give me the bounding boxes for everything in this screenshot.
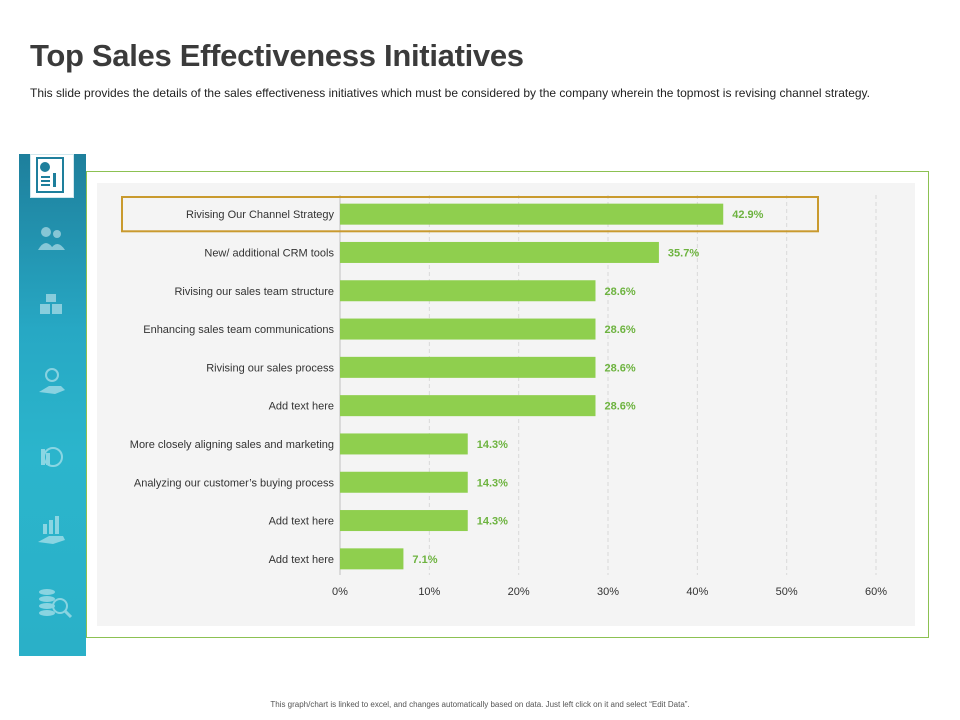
bar[interactable]: [340, 203, 724, 225]
bar[interactable]: [340, 471, 468, 493]
bar[interactable]: [340, 548, 404, 570]
idea-hand-icon: [39, 368, 65, 394]
value-label: 35.7%: [668, 247, 699, 259]
category-label: Add text here: [269, 516, 334, 528]
bar[interactable]: [340, 395, 596, 417]
x-tick-label: 30%: [597, 586, 619, 598]
value-label: 14.3%: [477, 477, 508, 489]
value-label: 28.6%: [604, 324, 635, 336]
x-tick-label: 20%: [508, 586, 530, 598]
x-tick-label: 60%: [865, 586, 887, 598]
value-label: 14.3%: [477, 516, 508, 528]
value-label: 7.1%: [412, 554, 437, 566]
x-tick-label: 0%: [332, 586, 348, 598]
category-label: New/ additional CRM tools: [204, 247, 334, 259]
category-label: Rivising our sales process: [206, 362, 334, 374]
value-label: 28.6%: [604, 362, 635, 374]
sidebar-strip: [19, 154, 86, 656]
category-label: Analyzing our customer’s buying process: [134, 477, 335, 489]
highlight-box: [121, 196, 819, 233]
bar[interactable]: [340, 356, 596, 378]
bar[interactable]: [340, 280, 596, 302]
category-label: Add text here: [269, 401, 334, 413]
coins-search-icon: [39, 589, 73, 619]
footnote: This graph/chart is linked to excel, and…: [270, 700, 690, 709]
bar[interactable]: [340, 318, 596, 340]
value-label: 28.6%: [604, 401, 635, 413]
bar[interactable]: [340, 433, 468, 455]
category-label: More closely aligning sales and marketin…: [130, 439, 334, 451]
bar[interactable]: [340, 241, 659, 263]
category-label: Enhancing sales team communications: [143, 324, 334, 336]
value-label: 14.3%: [477, 439, 508, 451]
value-label: 42.9%: [732, 209, 763, 221]
value-label: 28.6%: [604, 286, 635, 298]
bar[interactable]: [340, 510, 468, 532]
people-icon: [38, 227, 65, 250]
x-tick-label: 10%: [418, 586, 440, 598]
page-subtitle: This slide provides the details of the s…: [30, 86, 870, 100]
page-title: Top Sales Effectiveness Initiatives: [30, 38, 524, 73]
category-label: Rivising Our Channel Strategy: [186, 209, 334, 221]
growth-hand-icon: [38, 516, 65, 544]
puzzle-icon: [40, 294, 62, 314]
category-label: Add text here: [269, 554, 334, 566]
x-tick-label: 50%: [776, 586, 798, 598]
report-icon: [30, 154, 74, 198]
category-label: Rivising our sales team structure: [174, 286, 334, 298]
x-tick-label: 40%: [686, 586, 708, 598]
money-cycle-icon: [41, 447, 63, 467]
